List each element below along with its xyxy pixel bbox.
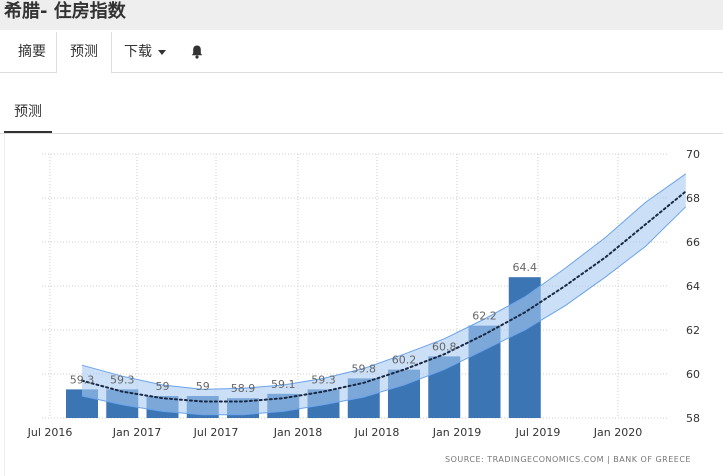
data-label: 59.8 [352, 362, 377, 375]
tab-download-label: 下载 [124, 44, 152, 60]
x-tick-label: Jan 2017 [112, 426, 161, 439]
tab-download[interactable]: 下载 [114, 32, 176, 72]
tab-forecast[interactable]: 预测 [56, 32, 112, 73]
y-tick-label: 58 [686, 412, 700, 425]
chevron-down-icon [158, 49, 166, 55]
trend-line-group [81, 190, 687, 403]
forecast-band-lower [81, 206, 687, 416]
y-tick-label: 62 [686, 324, 700, 337]
data-label: 58.9 [231, 382, 256, 395]
data-labels: 59.3 59.3 59 59 58.9 59.1 59.3 59.8 60.2 60.8 62.2… [70, 261, 537, 395]
forecast-band [82, 173, 686, 415]
bell-icon[interactable] [189, 44, 205, 60]
x-tick-label: Jul 2019 [515, 426, 561, 439]
axes: 58 60 62 64 66 68 70 Jul 2016 Jan 2017 Jul 2017 Ja… [27, 148, 700, 439]
data-label: 59.1 [271, 378, 296, 391]
data-label: 60.2 [392, 354, 417, 367]
y-tick-label: 64 [686, 280, 700, 293]
tab-forecast-label: 预测 [70, 44, 98, 60]
data-label: 59 [156, 380, 170, 393]
data-label: 64.4 [513, 261, 538, 274]
tab-summary-label: 摘要 [18, 44, 46, 60]
forecast-band-group [81, 173, 687, 416]
x-tick-label: Jul 2018 [354, 426, 400, 439]
x-tick-label: Jan 2018 [273, 426, 322, 439]
data-label: 60.8 [432, 340, 457, 353]
data-label: 59 [196, 380, 210, 393]
tab-summary[interactable]: 摘要 [8, 32, 56, 72]
data-label: 59.3 [311, 373, 336, 386]
y-tick-label: 68 [686, 192, 700, 205]
x-tick-label: Jan 2020 [593, 426, 642, 439]
source-note: SOURCE: TRADINGECONOMICS.COM | BANK OF G… [444, 455, 691, 464]
chart-area [4, 134, 723, 476]
x-tick-label: Jan 2019 [432, 426, 481, 439]
forecast-trend-line [81, 190, 687, 403]
title-bar: 希腊- 住房指数 [0, 0, 723, 30]
y-tick-label: 66 [686, 236, 700, 249]
x-tick-label: Jul 2016 [27, 426, 73, 439]
data-label: 59.3 [70, 373, 95, 386]
y-tick-label: 60 [686, 368, 700, 381]
data-label: 62.2 [472, 310, 497, 323]
divider [0, 133, 723, 134]
y-tick-label: 70 [686, 148, 700, 161]
page-title: 希腊- 住房指数 [4, 1, 126, 22]
forecast-band-upper [81, 173, 687, 390]
subtab-forecast[interactable]: 预测 [4, 92, 52, 134]
x-tick-label: Jul 2017 [193, 426, 239, 439]
tab-bar: 摘要 预测 下载 [0, 32, 723, 73]
data-label: 59.3 [110, 373, 135, 386]
